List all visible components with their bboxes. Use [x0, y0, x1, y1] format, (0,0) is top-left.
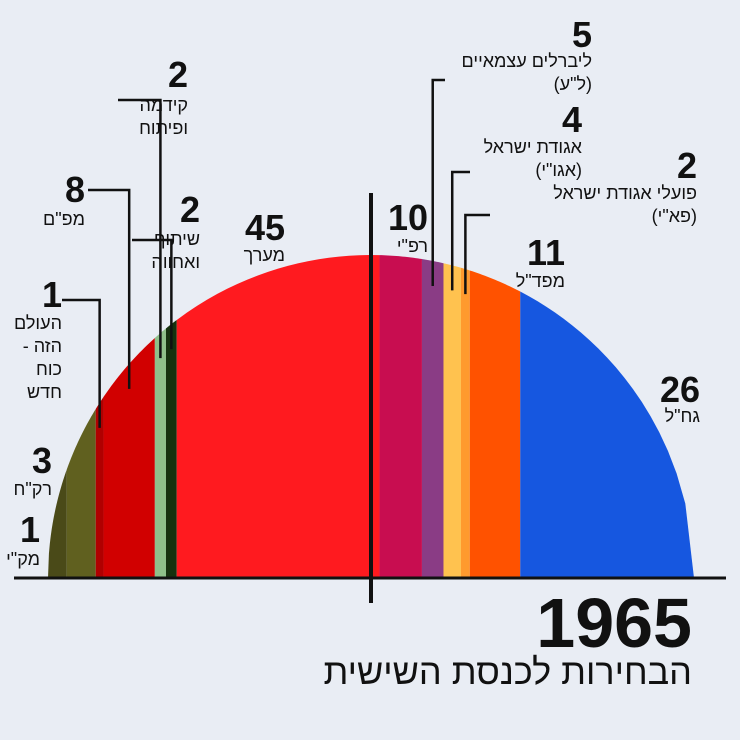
leader-line — [118, 98, 162, 359]
seat-count: 26 — [659, 369, 700, 410]
seat-count: 11 — [526, 232, 565, 273]
party-name: אגודת ישראל (אגו"י) — [483, 137, 582, 180]
party-name: פועלי אגודת ישראל (פא"י) — [553, 183, 697, 226]
leader-line — [132, 238, 173, 350]
seat-segment — [95, 396, 104, 578]
seat-count: 2 — [676, 145, 697, 186]
party-name: מערך — [243, 245, 285, 265]
seat-count: 10 — [387, 197, 428, 238]
party-name: מפ"ם — [43, 209, 85, 229]
party-name: מפד"ל — [515, 271, 565, 291]
seat-count: 2 — [167, 54, 188, 95]
party-name: רק"ח — [13, 479, 52, 499]
seat-segment — [154, 328, 166, 578]
seat-segment — [379, 255, 422, 579]
seat-count: 2 — [179, 189, 200, 230]
seat-segment — [165, 319, 177, 578]
leader-line — [62, 298, 101, 428]
seat-segment — [443, 263, 461, 578]
party-name: העולם הזה - כוח חדש — [14, 313, 62, 402]
seat-count: 4 — [561, 99, 582, 140]
leader-line — [88, 188, 131, 389]
seat-count: 45 — [244, 207, 285, 248]
seat-segment — [421, 259, 444, 578]
leader-line — [464, 213, 490, 295]
seat-segment — [469, 270, 521, 578]
party-name: שיתוף ואחווה — [151, 229, 200, 272]
party-name: מק"י — [6, 549, 40, 569]
seat-segment — [66, 409, 96, 578]
leader-line — [431, 78, 445, 286]
seat-segment — [176, 255, 380, 578]
party-name: ליברלים עצמאיים (ל"ע) — [461, 51, 592, 94]
party-name: רפ"י — [396, 236, 428, 256]
seat-count: 8 — [64, 169, 85, 210]
title: 1965 — [536, 584, 692, 662]
seat-segment — [520, 291, 694, 578]
leader-line — [450, 170, 470, 291]
seat-segment — [460, 267, 470, 578]
party-name: קידמה ופיתוח — [139, 95, 188, 138]
seat-count: 1 — [41, 274, 62, 315]
seat-count: 5 — [571, 14, 592, 55]
party-name: גח"ל — [664, 406, 700, 426]
seat-count: 1 — [19, 509, 40, 550]
seat-segment — [103, 337, 155, 578]
subtitle: הבחירות לכנסת השישית — [323, 651, 692, 692]
seat-segment — [48, 469, 67, 578]
seat-count: 3 — [31, 440, 52, 481]
